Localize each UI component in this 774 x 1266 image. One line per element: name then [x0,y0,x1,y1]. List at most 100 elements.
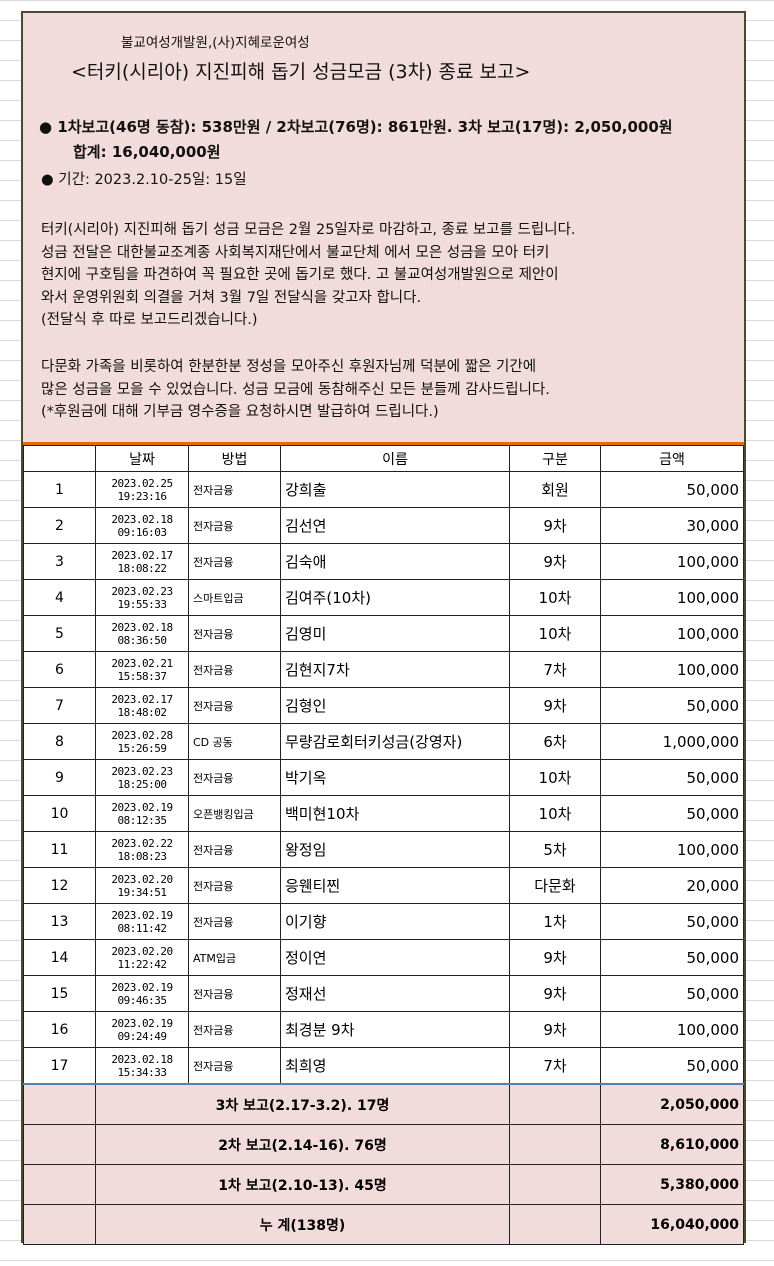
date-time: 2023.02.28 15:26:59 [95,723,189,760]
date-time: 2023.02.25 19:23:16 [95,471,189,508]
total-amount: 5,380,000 [600,1164,744,1205]
date-time: 2023.02.23 19:55:33 [95,579,189,616]
time: 08:12:35 [117,813,167,827]
method: 전자금융 [188,831,281,868]
total-amount: 2,050,000 [600,1083,744,1125]
blank-cell [509,1083,601,1125]
paragraph-2: 다문화 가족을 비롯하여 한분한분 정성을 모아주신 후원자님께 덕분에 짧은 … [41,356,550,424]
category: 7차 [509,651,601,688]
date-time: 2023.02.23 18:25:00 [95,759,189,796]
date: 2023.02.23 [111,764,173,778]
category: 7차 [509,1047,601,1085]
paragraph-line: (*후원금에 대해 기부금 영수증을 요청하시면 발급하여 드립니다.) [41,404,439,420]
column-header [23,445,96,472]
paragraph-line: 와서 운영위원회 의결을 거쳐 3월 7일 전달식을 갖고자 합니다. [41,289,422,306]
row-number: 15 [23,975,96,1012]
row-number: 5 [23,615,96,652]
table-row: 17 2023.02.18 15:34:33 전자금융 최희영 7차 50,000 [23,1047,744,1085]
paragraph-line: (전달식 후 따로 보고드리겠습니다.) [41,312,258,328]
row-number: 8 [23,723,96,760]
time: 18:08:23 [117,849,167,863]
category: 9차 [509,687,601,724]
amount: 100,000 [600,543,744,580]
row-number: 14 [23,939,96,976]
table-row: 1 2023.02.25 19:23:16 전자금융 강희출 회원 50,000 [23,471,744,508]
donation-table: 날짜 방법 이름 구분 금액 1 2023.02.25 19:23:16 전자금융 강희출 회원 50… [23,445,744,1245]
row-number: 6 [23,651,96,688]
time: 19:55:33 [117,597,167,611]
date: 2023.02.19 [111,1016,173,1030]
method: 전자금융 [188,687,281,724]
method: 전자금융 [188,615,281,652]
row-number: 12 [23,867,96,904]
date: 2023.02.18 [111,1052,173,1066]
method: 전자금융 [188,651,281,688]
category: 1차 [509,903,601,940]
blank-cell [509,1204,601,1245]
organization: 불교여성개발원,(사)지혜로운여성 [121,35,310,51]
total-label: 1차 보고(2.10-13). 45명 [95,1164,510,1205]
total-amount: 16,040,000 [600,1204,744,1245]
category: 다문화 [509,867,601,904]
row-number: 13 [23,903,96,940]
total-label: 3차 보고(2.17-3.2). 17명 [95,1083,510,1125]
donor-name: 김숙애 [280,543,510,580]
method: 전자금융 [188,507,281,544]
table-row: 3 2023.02.17 18:08:22 전자금융 김숙애 9차 100,000 [23,543,744,580]
total-amount: 8,610,000 [600,1124,744,1165]
column-header: 이름 [280,445,510,472]
total-row: 3차 보고(2.17-3.2). 17명 2,050,000 [23,1083,744,1125]
date-time: 2023.02.18 09:16:03 [95,507,189,544]
date: 2023.02.28 [111,728,173,742]
category: 회원 [509,471,601,508]
donor-name: 김형인 [280,687,510,724]
category: 10차 [509,795,601,832]
donor-name: 백미현10차 [280,795,510,832]
donor-name: 김현지7차 [280,651,510,688]
time: 09:16:03 [117,525,167,539]
date-time: 2023.02.20 11:22:42 [95,939,189,976]
amount: 100,000 [600,831,744,868]
amount: 50,000 [600,903,744,940]
category: 6차 [509,723,601,760]
date-time: 2023.02.22 18:08:23 [95,831,189,868]
category: 10차 [509,615,601,652]
report-header: 불교여성개발원,(사)지혜로운여성 <터키(시리아) 지진피해 돕기 성금모금 … [23,13,744,445]
report-sheet: 불교여성개발원,(사)지혜로운여성 <터키(시리아) 지진피해 돕기 성금모금 … [21,11,746,1245]
time: 08:11:42 [117,921,167,935]
time: 18:25:00 [117,777,167,791]
blank-cell [23,1124,96,1165]
amount: 100,000 [600,1011,744,1048]
date-time: 2023.02.19 09:24:49 [95,1011,189,1048]
time: 19:23:16 [117,489,167,503]
table-row: 10 2023.02.19 08:12:35 오픈뱅킹입금 백미현10차 10차 50,00… [23,795,744,832]
time: 09:24:49 [117,1029,167,1043]
row-number: 2 [23,507,96,544]
donor-name: 최희영 [280,1047,510,1085]
period-text: 기간: 2023.2.10-25일: 15일 [58,172,247,188]
blank-cell [23,1204,96,1245]
table-row: 5 2023.02.18 08:36:50 전자금융 김영미 10차 100,000 [23,615,744,652]
amount: 20,000 [600,867,744,904]
paragraph-line: 다문화 가족을 비롯하여 한분한분 정성을 모아주신 후원자님께 덕분에 짧은 … [41,359,537,375]
total-row: 1차 보고(2.10-13). 45명 5,380,000 [23,1164,744,1205]
time: 11:22:42 [117,957,167,971]
date-time: 2023.02.21 15:58:37 [95,651,189,688]
summary-text: 1차보고(46명 동참): 538만원 / 2차보고(76명): 861만원. … [57,118,673,136]
date: 2023.02.20 [111,944,173,958]
blank-cell [509,1164,601,1205]
paragraph-line: 현지에 구호팀을 파견하여 꼭 필요한 곳에 돕기로 했다. 고 불교여성개발원… [41,267,559,283]
date-time: 2023.02.19 08:11:42 [95,903,189,940]
paragraph-line: 성금 전달은 대한불교조계종 사회복지재단에서 불교단체 에서 모은 성금을 모… [41,244,550,261]
row-number: 11 [23,831,96,868]
total-row: 2차 보고(2.14-16). 76명 8,610,000 [23,1124,744,1165]
category: 10차 [509,579,601,616]
table-row: 16 2023.02.19 09:24:49 전자금융 최경분 9차 9차 100,000 [23,1011,744,1048]
donor-name: 최경분 9차 [280,1011,510,1048]
period: ● 기간: 2023.2.10-25일: 15일 [41,172,247,188]
column-header: 날짜 [95,445,189,472]
time: 15:34:33 [117,1065,167,1079]
donor-name: 박기옥 [280,759,510,796]
date: 2023.02.20 [111,872,173,886]
amount: 50,000 [600,795,744,832]
